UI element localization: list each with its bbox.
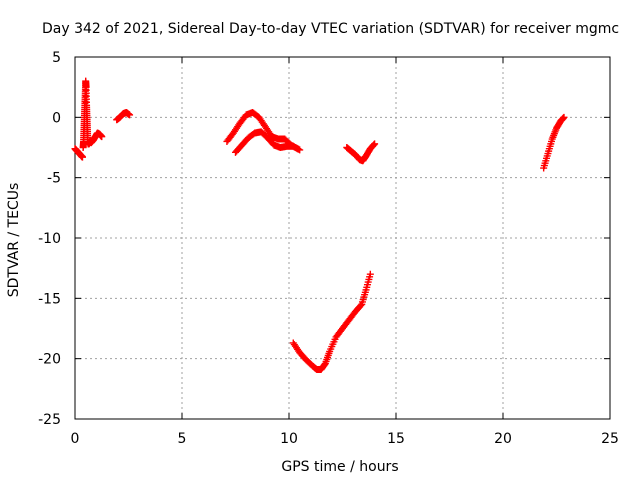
x-tick-label: 20	[494, 431, 512, 447]
data-point	[357, 302, 365, 310]
x-axis-label: GPS time / hours	[281, 459, 398, 475]
data-point	[370, 141, 378, 149]
x-tick-label: 5	[178, 431, 187, 447]
x-tick-label: 10	[280, 431, 298, 447]
y-tick-label: -15	[38, 291, 61, 307]
data-point	[296, 146, 304, 154]
y-tick-label: -20	[38, 352, 61, 368]
data-point	[369, 141, 377, 149]
series-arc-8	[289, 270, 374, 374]
series-arc-5	[223, 109, 302, 153]
series-arc-4	[113, 109, 134, 124]
y-tick-label: -10	[38, 231, 61, 247]
data-point	[371, 140, 379, 148]
data-point	[126, 111, 134, 119]
series-arc-9	[540, 113, 568, 172]
chart-title: Day 342 of 2021, Sidereal Day-to-day VTE…	[42, 21, 619, 37]
data-points	[71, 77, 568, 374]
x-tick-label: 25	[601, 431, 619, 447]
data-point	[366, 270, 374, 278]
series-arc-6	[232, 128, 304, 156]
series-arc-7	[343, 140, 379, 165]
y-tick-label: 5	[52, 50, 61, 66]
axis-ticks	[74, 56, 611, 420]
data-point	[560, 113, 568, 121]
x-tick-label: 15	[387, 431, 405, 447]
y-tick-label: -25	[38, 412, 61, 428]
x-tick-label: 0	[71, 431, 80, 447]
series-arc-1	[71, 145, 86, 161]
data-point	[98, 133, 106, 141]
y-tick-label: -5	[47, 171, 61, 187]
series-arc-3	[87, 129, 106, 147]
y-axis-label: SDTVAR / TECUs	[6, 183, 22, 298]
data-point	[78, 153, 86, 161]
y-tick-label: 0	[52, 110, 61, 126]
grid-lines	[75, 57, 610, 419]
